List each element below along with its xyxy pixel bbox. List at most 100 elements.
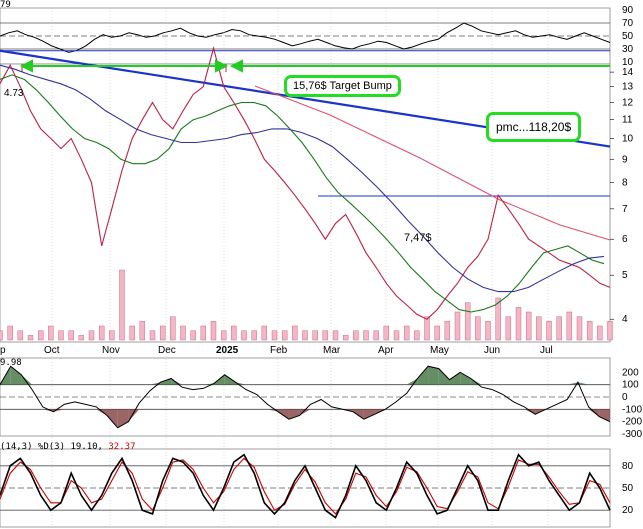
volume-bar bbox=[363, 330, 369, 341]
cci-oversold-fill bbox=[288, 409, 300, 420]
cci-overbought-fill bbox=[417, 366, 429, 385]
volume-bar bbox=[159, 325, 166, 341]
volume-bar bbox=[322, 330, 329, 341]
month-label: 2025 bbox=[216, 345, 239, 356]
rsi-line bbox=[0, 22, 611, 53]
cci-overbought-fill bbox=[470, 378, 482, 385]
rsi-tick-label: 10 bbox=[622, 57, 634, 68]
volume-bar bbox=[149, 330, 156, 341]
cci-overbought-fill bbox=[10, 366, 22, 385]
volume-bar bbox=[231, 325, 237, 341]
volume-bar bbox=[556, 316, 562, 341]
month-label: Jul bbox=[540, 345, 553, 356]
price-tick-label: 5 bbox=[622, 270, 628, 281]
volume-bar bbox=[536, 316, 542, 341]
volume-bar bbox=[342, 335, 349, 341]
volume-bar bbox=[495, 297, 501, 341]
volume-bar bbox=[383, 325, 390, 341]
cci-overbought-fill bbox=[577, 382, 589, 385]
volume-bar bbox=[220, 330, 227, 341]
volume-bar bbox=[58, 330, 64, 341]
start-price-label: 4.73 bbox=[4, 88, 24, 99]
cci-overbought-fill bbox=[449, 372, 461, 385]
volume-bar bbox=[353, 330, 359, 341]
price-tick-label: 13 bbox=[622, 82, 634, 93]
volume-bar bbox=[281, 330, 288, 341]
target-bump-annotation: 15,76$ Target Bump bbox=[284, 75, 401, 97]
volume-bar bbox=[607, 321, 613, 341]
volume-bar bbox=[566, 311, 573, 341]
volume-bar bbox=[0, 330, 3, 341]
stoch-d-value: 32.37 bbox=[108, 442, 136, 452]
volume-bar bbox=[464, 302, 471, 341]
cci-oversold-fill bbox=[107, 409, 118, 428]
cci-overbought-fill bbox=[160, 378, 172, 385]
level-7-47-label: 7,47$ bbox=[404, 232, 432, 244]
volume-bar bbox=[515, 307, 522, 341]
cci-oversold-fill bbox=[363, 409, 375, 420]
cci-header-value: 9.98 bbox=[0, 358, 22, 368]
cci-overbought-fill bbox=[21, 374, 33, 385]
volume-bar bbox=[17, 330, 24, 341]
volume-bar bbox=[525, 311, 532, 341]
volume-bar bbox=[98, 325, 105, 341]
month-label: Apr bbox=[378, 345, 394, 356]
cci-oversold-fill bbox=[599, 409, 610, 422]
cci-tick-label: -100 bbox=[622, 404, 642, 415]
price-layer: Oct Nov Dec 2025 Feb Mar Apr May Jun Jul456789101… bbox=[0, 8, 634, 527]
pmc-annotation: pmc...118,20$ bbox=[486, 112, 582, 142]
cci-oversold-fill bbox=[299, 409, 311, 416]
cci-tick-label: -300 bbox=[622, 429, 642, 440]
rsi-tick-label: 70 bbox=[622, 18, 634, 29]
month-label: Nov bbox=[102, 345, 120, 356]
long-term-ma-line bbox=[254, 85, 611, 241]
volume-bar bbox=[597, 325, 603, 341]
price-series-line-2 bbox=[0, 64, 605, 293]
month-label: May bbox=[430, 345, 449, 356]
volume-bar bbox=[261, 325, 268, 341]
cci-oversold-fill bbox=[128, 409, 140, 422]
volume-bar bbox=[505, 316, 512, 341]
cci-oversold-fill bbox=[96, 409, 108, 416]
stoch-k-value: 19.10 bbox=[70, 442, 98, 452]
month-label: Feb bbox=[270, 345, 288, 356]
cci-oversold-fill bbox=[278, 409, 289, 420]
month-label: Mar bbox=[323, 345, 341, 356]
cci-overbought-fill bbox=[406, 378, 418, 385]
volume-bar bbox=[576, 316, 583, 341]
rsi-tick-label: 50 bbox=[622, 31, 634, 42]
month-label-sep-partial: p bbox=[0, 345, 6, 356]
cci-tick-label: 100 bbox=[622, 380, 639, 391]
cci-tick-label: 200 bbox=[622, 367, 639, 378]
cci-overbought-fill bbox=[438, 368, 450, 385]
volume-bar bbox=[312, 330, 318, 341]
stoch-series-line bbox=[0, 457, 611, 515]
volume-bar bbox=[546, 321, 552, 341]
rsi-tick-label: 30 bbox=[622, 44, 634, 55]
price-series-line-0 bbox=[0, 46, 611, 320]
volume-bar bbox=[170, 316, 176, 341]
volume-bar bbox=[444, 321, 451, 341]
volume-bar bbox=[251, 330, 257, 341]
cci-tick-label: 0 bbox=[622, 392, 628, 403]
volume-bar bbox=[393, 330, 400, 341]
price-tick-label: 11 bbox=[622, 115, 633, 126]
cci-overbought-fill bbox=[567, 382, 578, 385]
rsi-header-value: 79 bbox=[0, 0, 11, 10]
rsi-layer: 10 30 50 70 90 bbox=[0, 5, 634, 68]
cci-oversold-fill bbox=[117, 409, 129, 428]
month-label: Jun bbox=[484, 345, 500, 356]
volume-bar bbox=[139, 321, 146, 341]
price-tick-label: 6 bbox=[622, 234, 628, 245]
volume-bar bbox=[68, 330, 74, 341]
price-tick-label: 8 bbox=[622, 177, 628, 188]
volume-bar bbox=[403, 325, 410, 341]
volume-bar bbox=[302, 330, 308, 341]
volume-bar bbox=[119, 269, 125, 341]
volume-bar bbox=[180, 325, 186, 341]
volume-bar bbox=[129, 325, 135, 341]
volume-bar bbox=[271, 330, 278, 341]
cci-overbought-fill bbox=[171, 378, 182, 385]
price-tick-label: 4 bbox=[622, 314, 628, 325]
cci-line bbox=[0, 365, 611, 429]
